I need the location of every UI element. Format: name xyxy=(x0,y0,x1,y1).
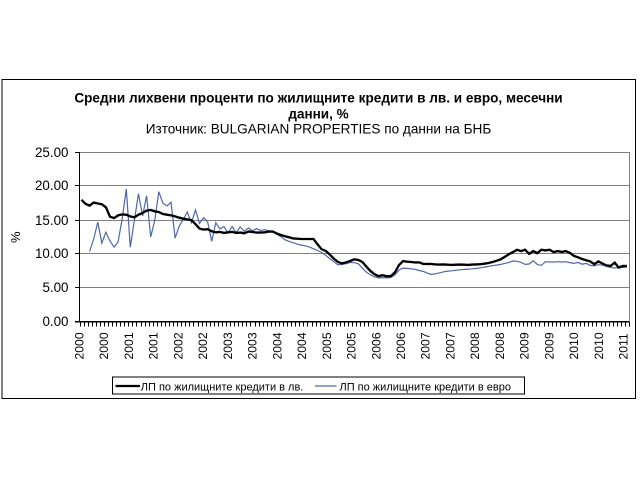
svg-text:2004: 2004 xyxy=(295,332,309,359)
svg-text:2006: 2006 xyxy=(369,332,383,359)
svg-text:2002: 2002 xyxy=(171,332,185,359)
svg-text:2008: 2008 xyxy=(468,332,482,359)
svg-text:2007: 2007 xyxy=(419,332,433,359)
svg-text:5.00: 5.00 xyxy=(42,280,68,295)
svg-text:%: % xyxy=(8,231,23,243)
svg-text:2001: 2001 xyxy=(122,332,136,359)
svg-text:2001: 2001 xyxy=(147,332,161,359)
svg-text:2006: 2006 xyxy=(394,332,408,359)
svg-text:Средни лихвени проценти по жил: Средни лихвени проценти по жилищните кре… xyxy=(74,91,562,106)
svg-text:25.00: 25.00 xyxy=(35,145,69,160)
svg-text:0.00: 0.00 xyxy=(42,314,68,329)
svg-text:2010: 2010 xyxy=(592,332,606,359)
svg-text:20.00: 20.00 xyxy=(35,178,69,193)
svg-text:2007: 2007 xyxy=(443,332,457,359)
svg-text:2002: 2002 xyxy=(196,332,210,359)
svg-text:15.00: 15.00 xyxy=(35,213,69,228)
svg-text:2009: 2009 xyxy=(542,332,556,359)
svg-text:10.00: 10.00 xyxy=(35,246,69,261)
svg-text:2003: 2003 xyxy=(246,332,260,359)
svg-text:2008: 2008 xyxy=(493,332,507,359)
svg-text:2009: 2009 xyxy=(518,332,532,359)
svg-text:Източник: BULGARIAN PROPERTIES: Източник: BULGARIAN PROPERTIES по данни … xyxy=(146,122,492,137)
svg-text:2000: 2000 xyxy=(73,332,87,359)
svg-text:2000: 2000 xyxy=(97,332,111,359)
svg-text:ЛП по жилищните кредити в лв.: ЛП по жилищните кредити в лв. xyxy=(141,382,304,394)
svg-text:2005: 2005 xyxy=(320,332,334,359)
svg-text:ЛП по жилищните кредити в евро: ЛП по жилищните кредити в евро xyxy=(340,382,511,394)
svg-text:2011: 2011 xyxy=(617,333,631,359)
svg-text:2005: 2005 xyxy=(345,332,359,359)
svg-text:2003: 2003 xyxy=(221,332,235,359)
svg-text:данни, %: данни, % xyxy=(288,107,348,122)
svg-text:2004: 2004 xyxy=(270,332,284,359)
svg-text:2010: 2010 xyxy=(567,332,581,359)
